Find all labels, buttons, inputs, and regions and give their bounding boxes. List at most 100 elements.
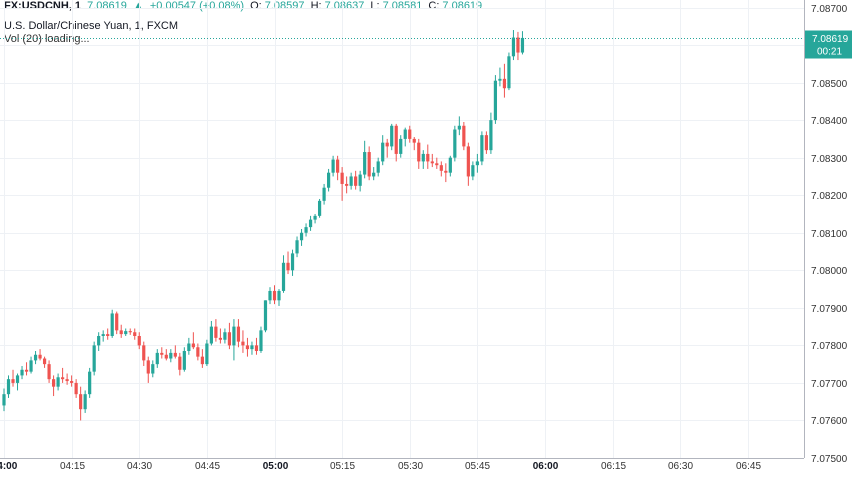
candle-body [408, 129, 412, 139]
candle-body [169, 352, 173, 359]
candle-body [412, 138, 416, 143]
candle-body [426, 153, 430, 162]
candle-body [304, 227, 308, 233]
candle-body [155, 352, 159, 365]
volume-indicator-legend[interactable]: Vol (20) loading... [4, 33, 90, 45]
candles [2, 30, 525, 421]
candle-body [354, 176, 358, 186]
candle-body [47, 364, 51, 380]
candle-body [106, 334, 110, 336]
candle-body [29, 360, 33, 372]
y-tick-label: 7.07500 [811, 454, 848, 465]
candle-body [345, 183, 349, 186]
candle-body [74, 382, 78, 395]
candle-body [254, 345, 259, 352]
candle-body [110, 313, 114, 336]
candle-body [97, 335, 101, 346]
candle-body [430, 161, 434, 164]
candle-body [151, 364, 155, 374]
candle-body [502, 78, 507, 89]
candle-body [358, 174, 362, 186]
candle-body [79, 394, 83, 410]
candle-body [38, 354, 42, 359]
candle-body [263, 300, 268, 331]
candle-body [241, 341, 245, 346]
candle-body [435, 163, 439, 166]
candle-body [20, 369, 24, 376]
candle-body [173, 352, 177, 357]
candle-body [164, 354, 168, 359]
x-tick-label: 04:45 [195, 461, 220, 472]
candle-body [232, 326, 236, 346]
y-tick-label: 7.07700 [811, 379, 848, 390]
candle-body [336, 159, 340, 173]
candle-body [480, 135, 484, 162]
time-axis[interactable]: 04:00 04:15 04:30 04:45 05:00 05:15 05:30 05:45… [0, 461, 761, 472]
candle-body [516, 37, 520, 53]
x-tick-label: 05:30 [398, 461, 423, 472]
candle-body [101, 334, 105, 336]
candle-body [191, 343, 195, 348]
candle-body [381, 142, 385, 162]
y-tick-label: 7.08400 [811, 116, 848, 127]
y-tick-label: 7.07900 [811, 304, 848, 315]
candle-body [399, 138, 403, 154]
x-tick-label: 04:15 [60, 461, 85, 472]
candle-body [42, 358, 47, 365]
x-tick-label: 04:30 [127, 461, 152, 472]
x-tick-label: 06:15 [601, 461, 626, 472]
candle-body [187, 343, 191, 352]
candle-body [51, 379, 56, 387]
candle-body [349, 176, 353, 186]
series-legend[interactable]: U.S. Dollar/Chinese Yuan, 1, FXCM [4, 20, 179, 32]
candle-body [223, 332, 227, 340]
candle-body [466, 146, 470, 177]
last-price-tag-bg [805, 30, 852, 59]
x-tick-label: 05:00 [263, 461, 289, 472]
candle-body [133, 332, 137, 336]
countdown-timer: 00:21 [817, 47, 842, 58]
candle-body [56, 377, 60, 387]
candle-body [313, 215, 317, 220]
candle-body [417, 142, 421, 162]
candle-body [137, 335, 141, 346]
candle-body [182, 351, 186, 370]
candle-body [227, 332, 232, 346]
y-tick-label: 7.08300 [811, 154, 848, 165]
y-tick-label: 7.08700 [811, 4, 848, 15]
candle-body [61, 377, 65, 380]
candle-body [15, 375, 20, 383]
candle-body [457, 125, 461, 130]
y-tick-label: 7.08100 [811, 229, 848, 240]
candle-body [372, 172, 376, 177]
candle-body [290, 253, 295, 271]
candle-body [327, 172, 331, 188]
y-tick-label: 7.08200 [811, 191, 848, 202]
candle-body [259, 330, 263, 352]
candle-body [128, 331, 132, 333]
candle-body [92, 345, 96, 372]
candle-body [286, 262, 290, 271]
candle-body [178, 356, 182, 370]
price-axis[interactable]: 7.087007.086007.085007.084007.083007.082… [811, 4, 848, 465]
candle-body [24, 369, 29, 372]
candle-body [146, 360, 150, 374]
candle-body [520, 37, 525, 53]
x-tick-label: 06:45 [736, 461, 761, 472]
candle-body [236, 326, 241, 342]
x-tick-label: 06:00 [533, 461, 559, 472]
candle-body [277, 290, 281, 301]
candle-body [340, 172, 344, 184]
candle-body [403, 129, 407, 139]
x-tick-label: 05:15 [330, 461, 355, 472]
low-label: L: [370, 0, 380, 12]
candle-body [6, 379, 11, 395]
candle-body [471, 165, 475, 177]
candle-body [200, 356, 204, 365]
candle-body [363, 152, 367, 175]
candle-body [376, 161, 380, 173]
candle-body [385, 142, 389, 147]
candle-body [272, 290, 277, 301]
